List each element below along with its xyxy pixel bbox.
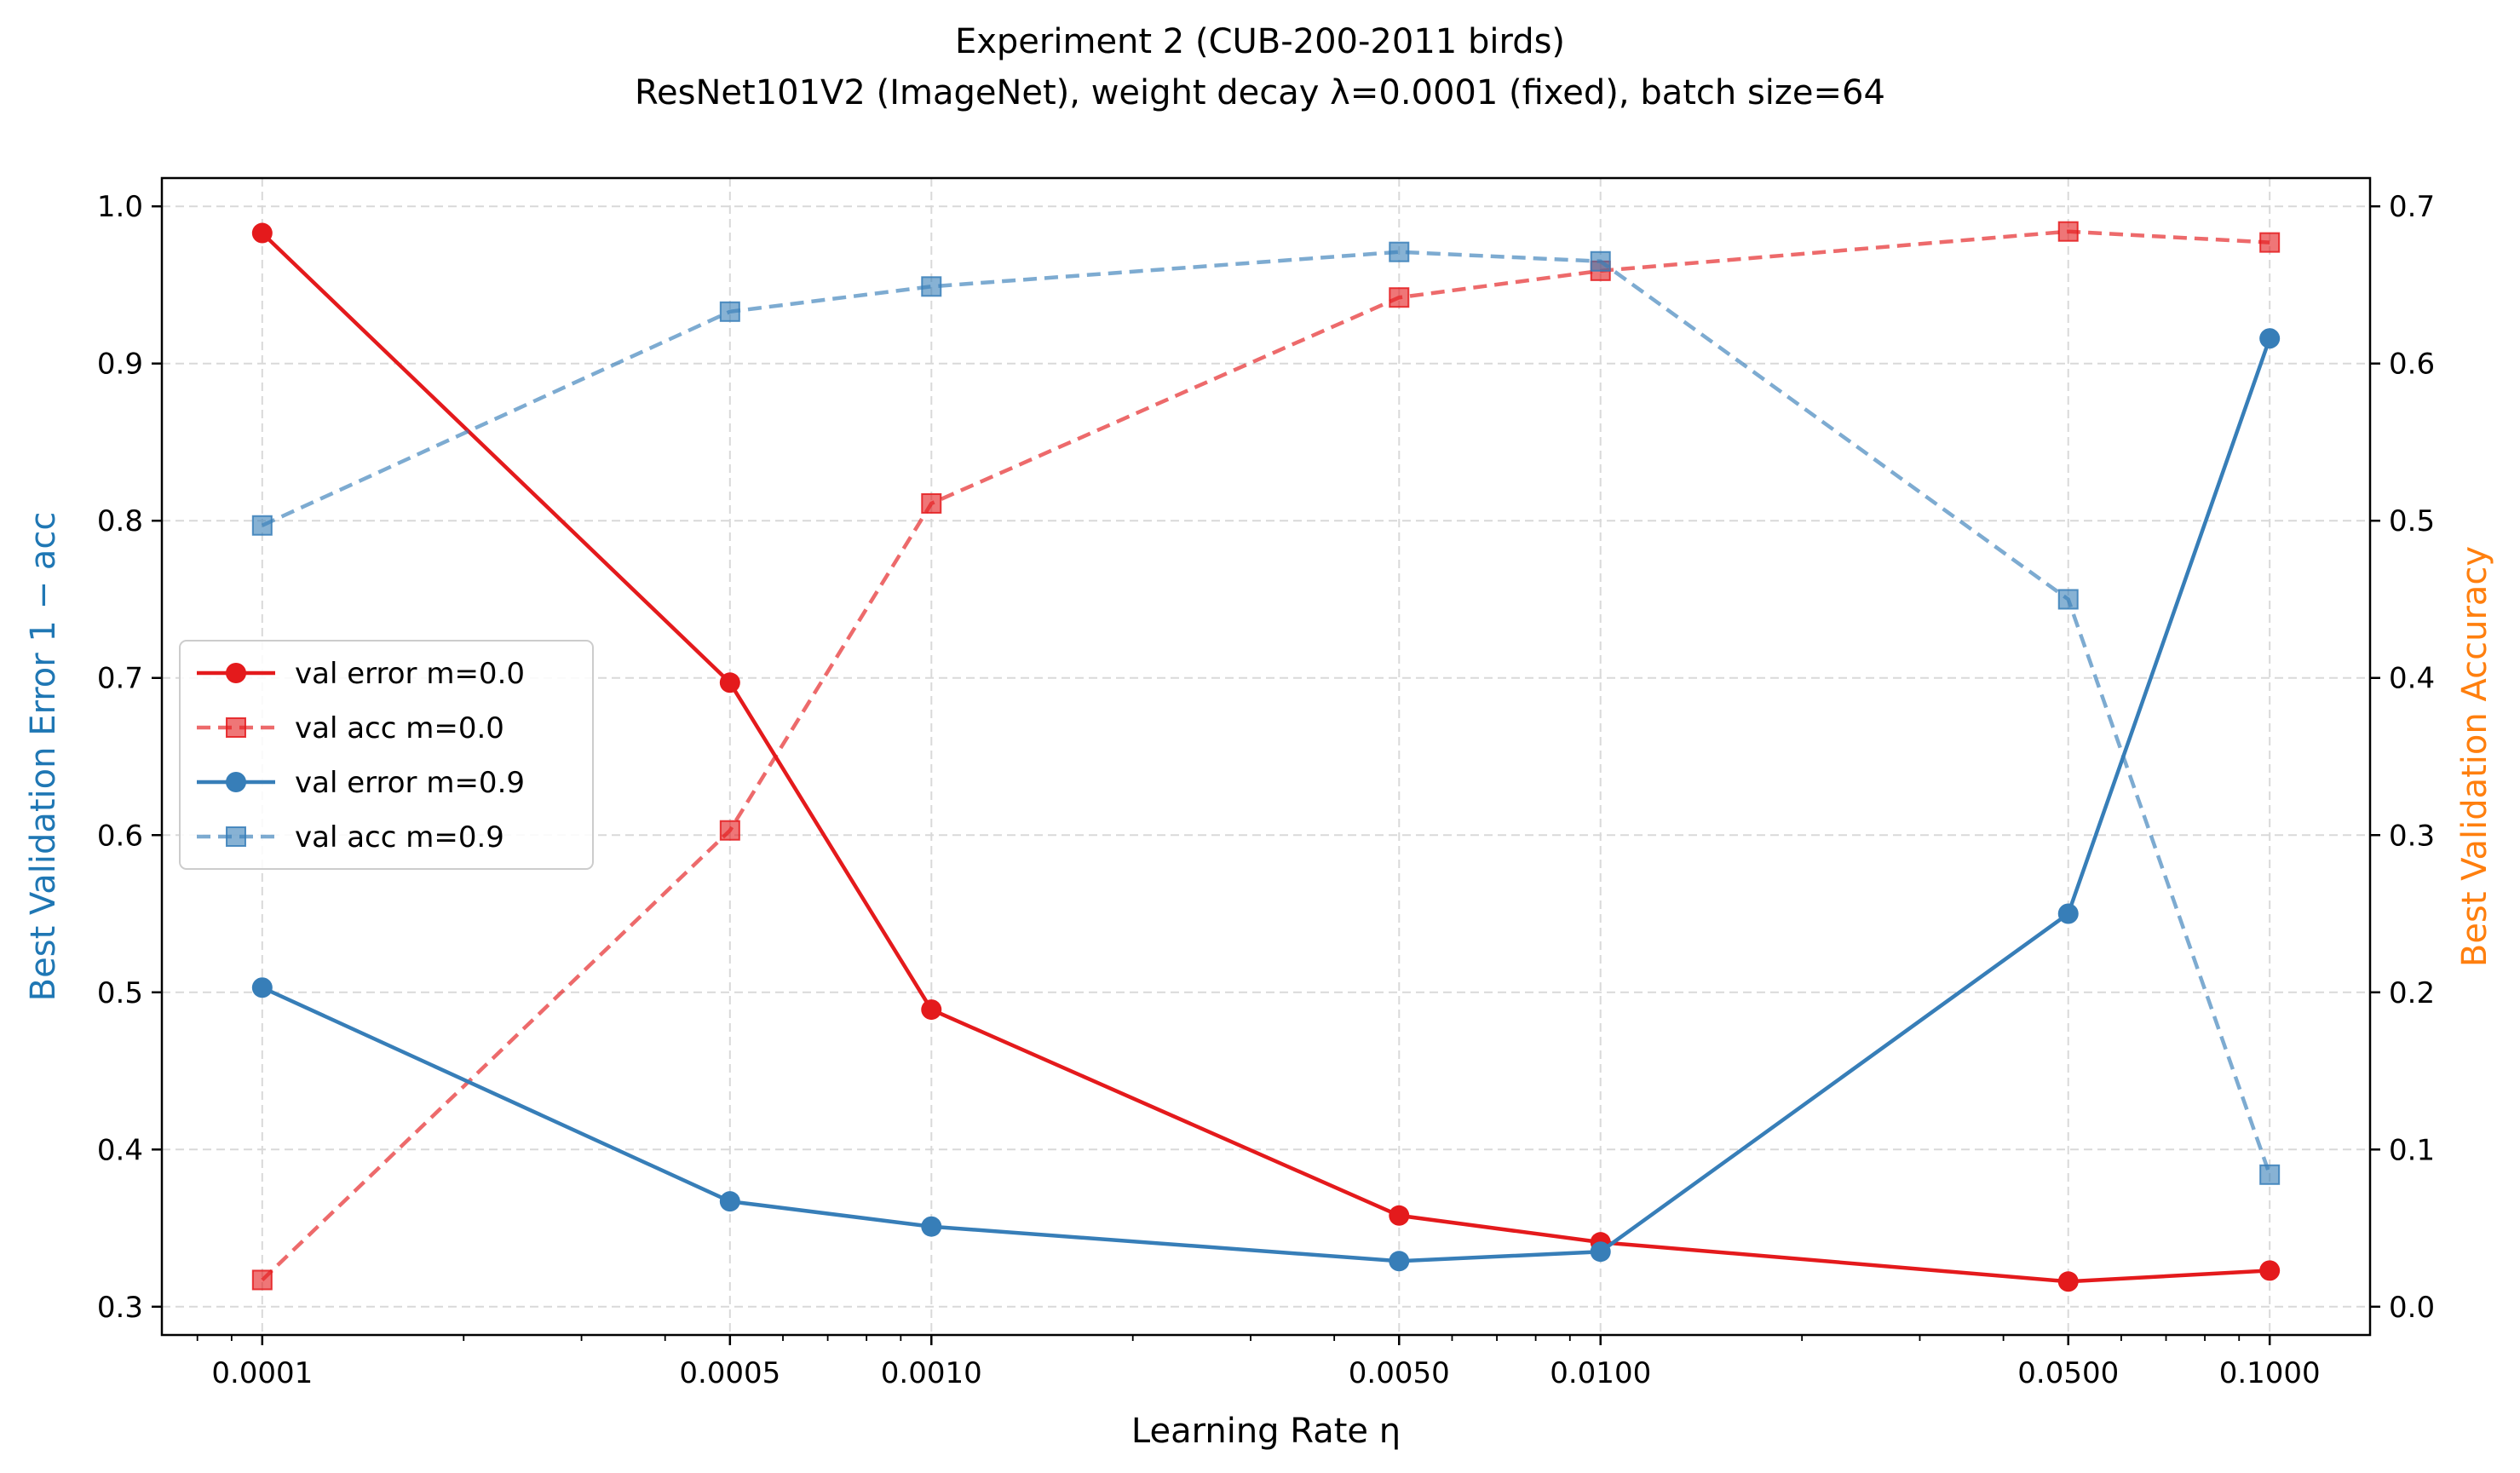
data-point xyxy=(921,492,942,514)
y-axis-left-label: Best Validation Error 1 − acc xyxy=(24,512,63,1002)
data-point xyxy=(2259,1164,2281,1185)
chart-subtitle: ResNet101V2 (ImageNet), weight decay λ=0… xyxy=(635,73,1885,112)
data-point xyxy=(2057,589,2079,610)
series-3 xyxy=(251,328,2281,1272)
data-point xyxy=(2057,903,2079,924)
legend-entry: val error m=0.0 xyxy=(197,657,525,691)
data-point xyxy=(719,820,740,841)
data-point xyxy=(719,301,740,322)
y-left-tick-label: 0.9 xyxy=(97,348,143,382)
x-tick-label: 0.0001 xyxy=(211,1356,313,1390)
y-right-tick-label: 0.2 xyxy=(2389,976,2435,1010)
grid xyxy=(162,178,2370,1335)
legend-entry: val acc m=0.9 xyxy=(197,820,504,854)
y-right-tick-label: 0.5 xyxy=(2389,504,2435,538)
legend-entry: val acc m=0.0 xyxy=(197,711,504,745)
x-tick-label: 0.0010 xyxy=(881,1356,982,1390)
data-point xyxy=(719,672,740,693)
x-tick-label: 0.0050 xyxy=(1349,1356,1450,1390)
legend-marker xyxy=(226,717,246,738)
data-point xyxy=(921,276,942,297)
x-axis: 0.0001 0.0005 0.0010 0.0050 0.0100 0.0500 0.10… xyxy=(196,1335,2321,1390)
y-axis-left: 0.3 0.4 0.5 0.6 0.7 0.8 0.9 1.0 xyxy=(97,190,162,1325)
y-left-tick-label: 1.0 xyxy=(97,190,143,224)
y-left-tick-label: 0.6 xyxy=(97,819,143,853)
legend-box xyxy=(179,640,594,870)
legend: val error m=0.0 val acc m=0.0 val error m=… xyxy=(179,640,594,870)
x-tick-label: 0.1000 xyxy=(2219,1356,2321,1390)
plot-frame xyxy=(160,176,2372,1337)
data-point xyxy=(251,222,273,244)
x-axis-label: Learning Rate η xyxy=(1131,1412,1401,1451)
data-point xyxy=(2259,232,2281,253)
data-point xyxy=(1389,287,1410,308)
data-point xyxy=(2057,221,2079,242)
series-layer xyxy=(251,221,2281,1292)
data-point xyxy=(921,999,942,1021)
data-point xyxy=(2057,1271,2079,1292)
y-right-tick-label: 0.7 xyxy=(2389,190,2435,224)
legend-label: val acc m=0.0 xyxy=(295,711,504,745)
data-point xyxy=(251,1269,273,1291)
y-left-tick-label: 0.3 xyxy=(97,1291,143,1325)
data-point xyxy=(1590,250,1611,272)
series-4 xyxy=(251,241,2281,1185)
legend-marker xyxy=(226,826,246,847)
legend-label: val error m=0.0 xyxy=(295,657,525,691)
data-point xyxy=(251,977,273,998)
data-point xyxy=(2259,1260,2281,1281)
y-right-tick-label: 0.4 xyxy=(2389,662,2435,696)
y-right-tick-label: 0.6 xyxy=(2389,348,2435,382)
data-point xyxy=(1389,1251,1410,1272)
data-point xyxy=(921,1216,942,1237)
legend-marker xyxy=(226,772,246,792)
y-right-tick-label: 0.0 xyxy=(2389,1291,2435,1325)
y-left-tick-label: 0.4 xyxy=(97,1133,143,1167)
data-point xyxy=(1389,1205,1410,1226)
x-tick-label: 0.0100 xyxy=(1550,1356,1651,1390)
chart-title: Experiment 2 (CUB-200-2011 birds) xyxy=(955,22,1565,61)
legend-entry: val error m=0.9 xyxy=(197,766,525,800)
legend-marker xyxy=(226,663,246,683)
data-point xyxy=(1389,241,1410,262)
data-point xyxy=(719,1191,740,1212)
y-left-tick-label: 0.8 xyxy=(97,504,143,538)
y-axis-right: 0.0 0.1 0.2 0.3 0.4 0.5 0.6 0.7 xyxy=(2370,190,2435,1325)
x-tick-label: 0.0500 xyxy=(2017,1356,2119,1390)
y-right-tick-label: 0.3 xyxy=(2389,819,2435,853)
y-left-tick-label: 0.5 xyxy=(97,976,143,1010)
legend-label: val error m=0.9 xyxy=(295,766,525,800)
data-point xyxy=(251,515,273,536)
y-left-tick-label: 0.7 xyxy=(97,662,143,696)
x-tick-label: 0.0005 xyxy=(679,1356,780,1390)
data-point xyxy=(2259,328,2281,349)
y-right-tick-label: 0.1 xyxy=(2389,1133,2435,1167)
y-axis-right-label: Best Validation Accuracy xyxy=(2455,546,2494,967)
legend-label: val acc m=0.9 xyxy=(295,820,504,854)
data-point xyxy=(1590,1241,1611,1263)
